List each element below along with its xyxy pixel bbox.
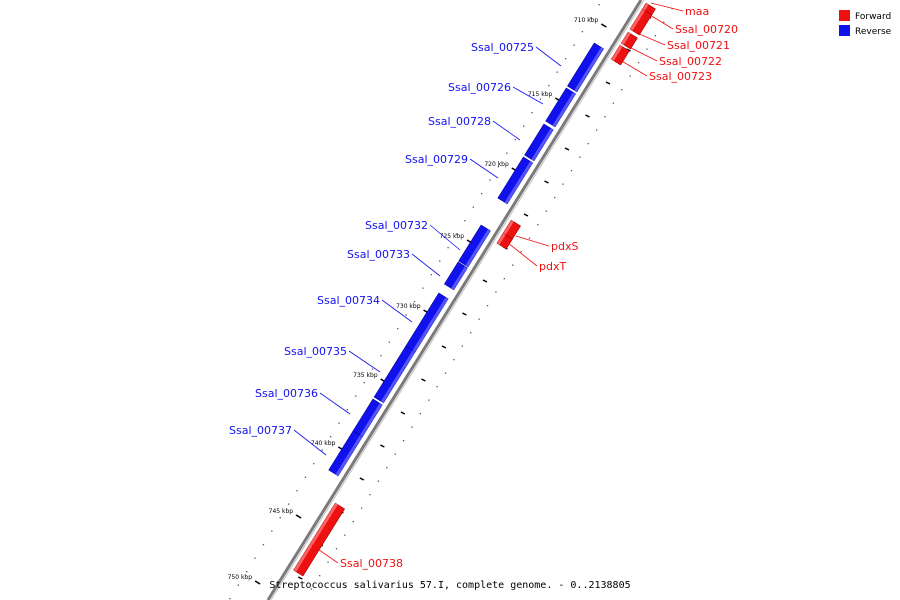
gene-label-Ssal_00733[interactable]: Ssal_00733 — [347, 248, 410, 261]
leader-line — [535, 46, 562, 67]
genome-backbone — [266, 0, 643, 600]
leader-line — [429, 224, 461, 251]
gene-feature-bevel — [552, 92, 576, 127]
kbp-tick-label: 745 kbp — [269, 508, 294, 515]
gene-feature-Ssal_00728[interactable] — [524, 123, 554, 162]
gene-label-Ssal_00722[interactable]: Ssal_00722 — [659, 55, 722, 68]
gene-label-Ssal_00729[interactable]: Ssal_00729 — [405, 153, 468, 166]
legend: Forward Reverse — [839, 10, 892, 37]
gene-feature-Ssal_00737[interactable] — [328, 430, 363, 477]
gene-label-Ssal_00738[interactable]: Ssal_00738 — [340, 557, 403, 570]
gene-feature-bevel — [451, 266, 468, 290]
leader-line — [293, 429, 327, 456]
leader-line — [515, 235, 550, 247]
legend-forward-label: Forward — [855, 12, 891, 22]
leader-line — [650, 2, 684, 12]
gene-feature-Ssal_00736[interactable] — [352, 398, 383, 438]
gene-feature-Ssal_00732[interactable] — [458, 224, 491, 268]
kbp-tick-label: 730 kbp — [396, 303, 421, 310]
legend-reverse-swatch — [839, 25, 850, 36]
gene-label-Ssal_00736[interactable]: Ssal_00736 — [255, 387, 318, 400]
leader-line — [628, 46, 658, 62]
gene-feature-Ssal_00738[interactable] — [293, 502, 346, 577]
leader-line — [644, 11, 674, 30]
gene-feature-bevel — [504, 161, 533, 204]
leader-line — [319, 392, 351, 415]
kbp-tick-label: 725 kbp — [440, 233, 465, 240]
legend-forward-swatch — [839, 10, 850, 21]
gene-label-Ssal_00723[interactable]: Ssal_00723 — [649, 70, 712, 83]
gene-label-Ssal_00734[interactable]: Ssal_00734 — [317, 294, 380, 307]
gene-feature-bevel — [293, 503, 338, 572]
gene-feature-bevel — [611, 45, 623, 61]
gene-label-Ssal_00728[interactable]: Ssal_00728 — [428, 115, 491, 128]
gene-label-Ssal_00737[interactable]: Ssal_00737 — [229, 424, 292, 437]
gene-label-pdxT[interactable]: pdxT — [539, 260, 566, 273]
gene-feature-bevel — [496, 233, 506, 245]
gene-feature-bevel — [629, 9, 645, 31]
gene-labels: maa Ssal_00720 Ssal_00721 Ssal_00722 Ssal_00… — [229, 2, 738, 570]
kbp-tick-label: 740 kbp — [311, 440, 336, 447]
gene-feature-bevel — [412, 297, 449, 352]
genome-caption: Streptococcus salivarius 57.I, complete … — [269, 580, 630, 591]
leader-line — [411, 253, 441, 277]
gene-feature-bevel — [531, 128, 554, 161]
gene-label-Ssal_00732[interactable]: Ssal_00732 — [365, 219, 428, 232]
gene-label-Ssal_00735[interactable]: Ssal_00735 — [284, 345, 347, 358]
leader-line — [492, 120, 521, 141]
kbp-tick-label: 710 kbp — [574, 17, 599, 24]
genome-backbone-shadow — [270, 0, 645, 600]
gene-feature-bevel — [380, 350, 416, 403]
gene-label-maa[interactable]: maa — [685, 5, 709, 18]
gene-feature-Ssal_00729[interactable] — [497, 156, 534, 205]
kbp-tick-label: 750 kbp — [228, 574, 253, 581]
gene-feature-bevel — [359, 403, 383, 437]
kbp-tick-label: 735 kbp — [353, 372, 378, 379]
gene-label-Ssal_00720[interactable]: Ssal_00720 — [675, 23, 738, 36]
legend-reverse-label: Reverse — [855, 27, 892, 37]
gene-feature-bevel — [621, 32, 631, 45]
kbp-tick-label: 715 kbp — [528, 91, 553, 98]
gene-features — [293, 2, 656, 577]
gene-feature-Ssal_00721[interactable] — [620, 31, 638, 50]
leader-line — [348, 350, 381, 373]
gene-feature-bevel — [574, 47, 604, 92]
gene-label-Ssal_00726[interactable]: Ssal_00726 — [448, 81, 511, 94]
leader-line — [311, 544, 339, 564]
gene-label-Ssal_00721[interactable]: Ssal_00721 — [667, 39, 730, 52]
gene-label-pdxS[interactable]: pdxS — [551, 240, 578, 253]
leader-line — [381, 299, 413, 323]
gene-feature-bevel — [501, 220, 514, 237]
leader-line — [619, 59, 648, 77]
leader-line — [469, 158, 499, 179]
leader-line — [636, 32, 666, 46]
gene-feature-bevel — [335, 435, 363, 476]
kbp-tick-label: 720 kbp — [484, 161, 509, 168]
kbp-ticks: 710 kbp 715 kbp 720 kbp 725 kbp 730 kbp 735 k… — [228, 17, 607, 585]
leader-line — [507, 242, 538, 267]
gene-feature-bevel — [465, 229, 491, 267]
leader-line — [512, 86, 544, 105]
gene-label-Ssal_00725[interactable]: Ssal_00725 — [471, 41, 534, 54]
